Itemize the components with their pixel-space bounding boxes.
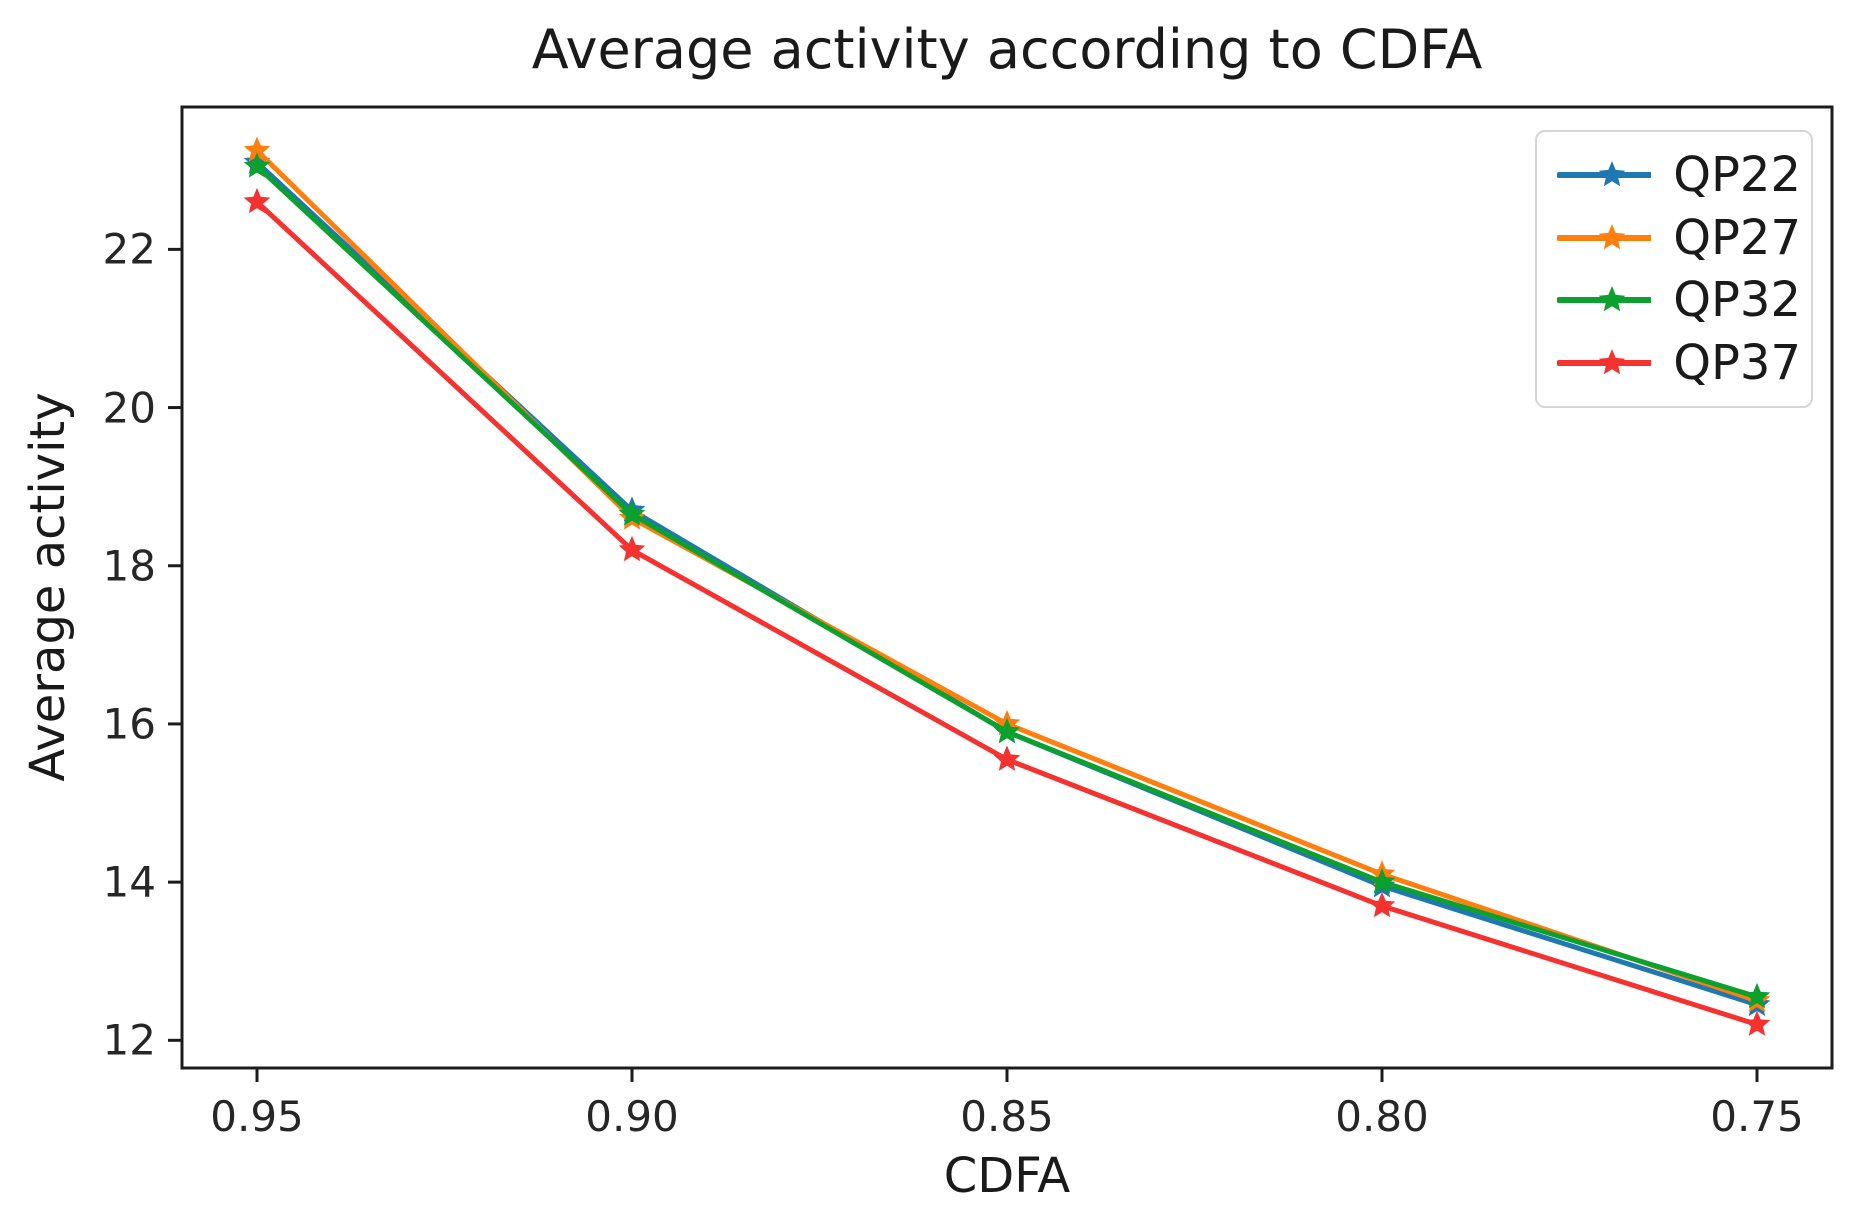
legend-swatch-QP27: [1557, 223, 1652, 250]
y-tick-label: 20: [102, 383, 156, 433]
y-axis-label: Average activity: [20, 392, 76, 782]
x-tick-label: 0.85: [960, 1092, 1054, 1141]
series-marker-QP32: [243, 152, 271, 178]
star-icon: [1598, 348, 1626, 375]
series-marker-QP37: [1743, 1010, 1771, 1036]
x-tick-label: 0.95: [210, 1092, 304, 1141]
star-icon: [1598, 286, 1626, 312]
x-tick-label: 0.80: [1335, 1092, 1429, 1141]
legend: QP22 QP27 QP32 QP37: [1535, 130, 1813, 408]
y-tick-label: 18: [102, 541, 156, 591]
y-tick-label: 14: [102, 857, 156, 907]
series-line-QP27: [254, 148, 1760, 1004]
legend-label: QP27: [1673, 209, 1801, 266]
series-marker-QP37: [993, 745, 1021, 771]
series-line-QP32: [254, 163, 1760, 1000]
series-marker-QP37: [618, 535, 646, 562]
x-axis-label: CDFA: [943, 1148, 1071, 1204]
star-icon: [1598, 223, 1626, 250]
legend-item-QP37: QP37: [1547, 335, 1801, 391]
legend-item-QP22: QP22: [1547, 147, 1801, 203]
series-marker-QP37: [1368, 891, 1396, 918]
legend-label: QP37: [1673, 334, 1801, 391]
y-tick-label: 22: [102, 224, 156, 274]
x-tick-label: 0.75: [1710, 1092, 1804, 1141]
series-line-QP22: [254, 159, 1760, 1008]
x-tick-label: 0.90: [585, 1092, 679, 1141]
chart-title: Average activity according to CDFA: [531, 18, 1483, 81]
legend-swatch-QP32: [1557, 286, 1652, 312]
series-marker-QP32: [618, 500, 646, 526]
y-tick-label: 12: [102, 1015, 156, 1065]
legend-swatch-QP22: [1557, 161, 1652, 187]
series-marker-QP32: [1368, 868, 1396, 894]
y-tick-label: 16: [102, 699, 156, 749]
legend-label: QP22: [1673, 147, 1801, 204]
star-icon: [1598, 161, 1626, 187]
series-marker-QP32: [1743, 982, 1771, 1009]
series-marker-QP32: [993, 717, 1021, 744]
legend-label: QP32: [1673, 272, 1801, 329]
series-marker-QP37: [243, 187, 271, 214]
legend-item-QP32: QP32: [1547, 272, 1801, 328]
series-line-QP37: [254, 199, 1760, 1027]
series-marker-QP27: [243, 136, 271, 162]
legend-item-QP27: QP27: [1547, 210, 1801, 266]
legend-swatch-QP37: [1557, 348, 1652, 375]
